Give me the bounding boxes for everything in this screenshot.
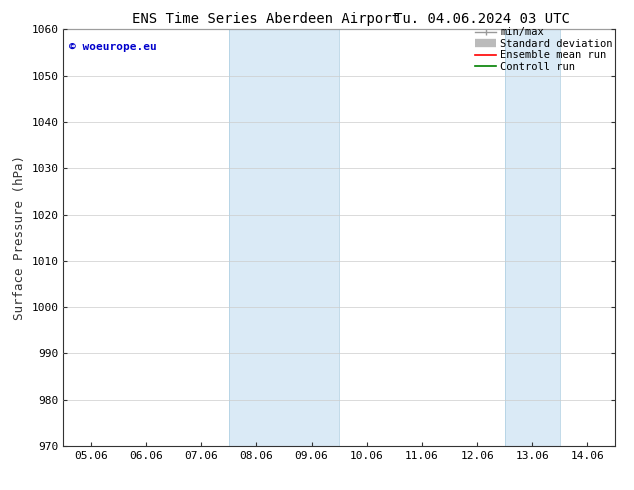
- Legend: min/max, Standard deviation, Ensemble mean run, Controll run: min/max, Standard deviation, Ensemble me…: [474, 25, 615, 74]
- Bar: [229, 29, 339, 446]
- Text: Tu. 04.06.2024 03 UTC: Tu. 04.06.2024 03 UTC: [394, 12, 570, 26]
- Bar: [505, 29, 560, 446]
- Text: ENS Time Series Aberdeen Airport: ENS Time Series Aberdeen Airport: [133, 12, 400, 26]
- Y-axis label: Surface Pressure (hPa): Surface Pressure (hPa): [13, 155, 26, 320]
- Text: © woeurope.eu: © woeurope.eu: [69, 42, 157, 52]
